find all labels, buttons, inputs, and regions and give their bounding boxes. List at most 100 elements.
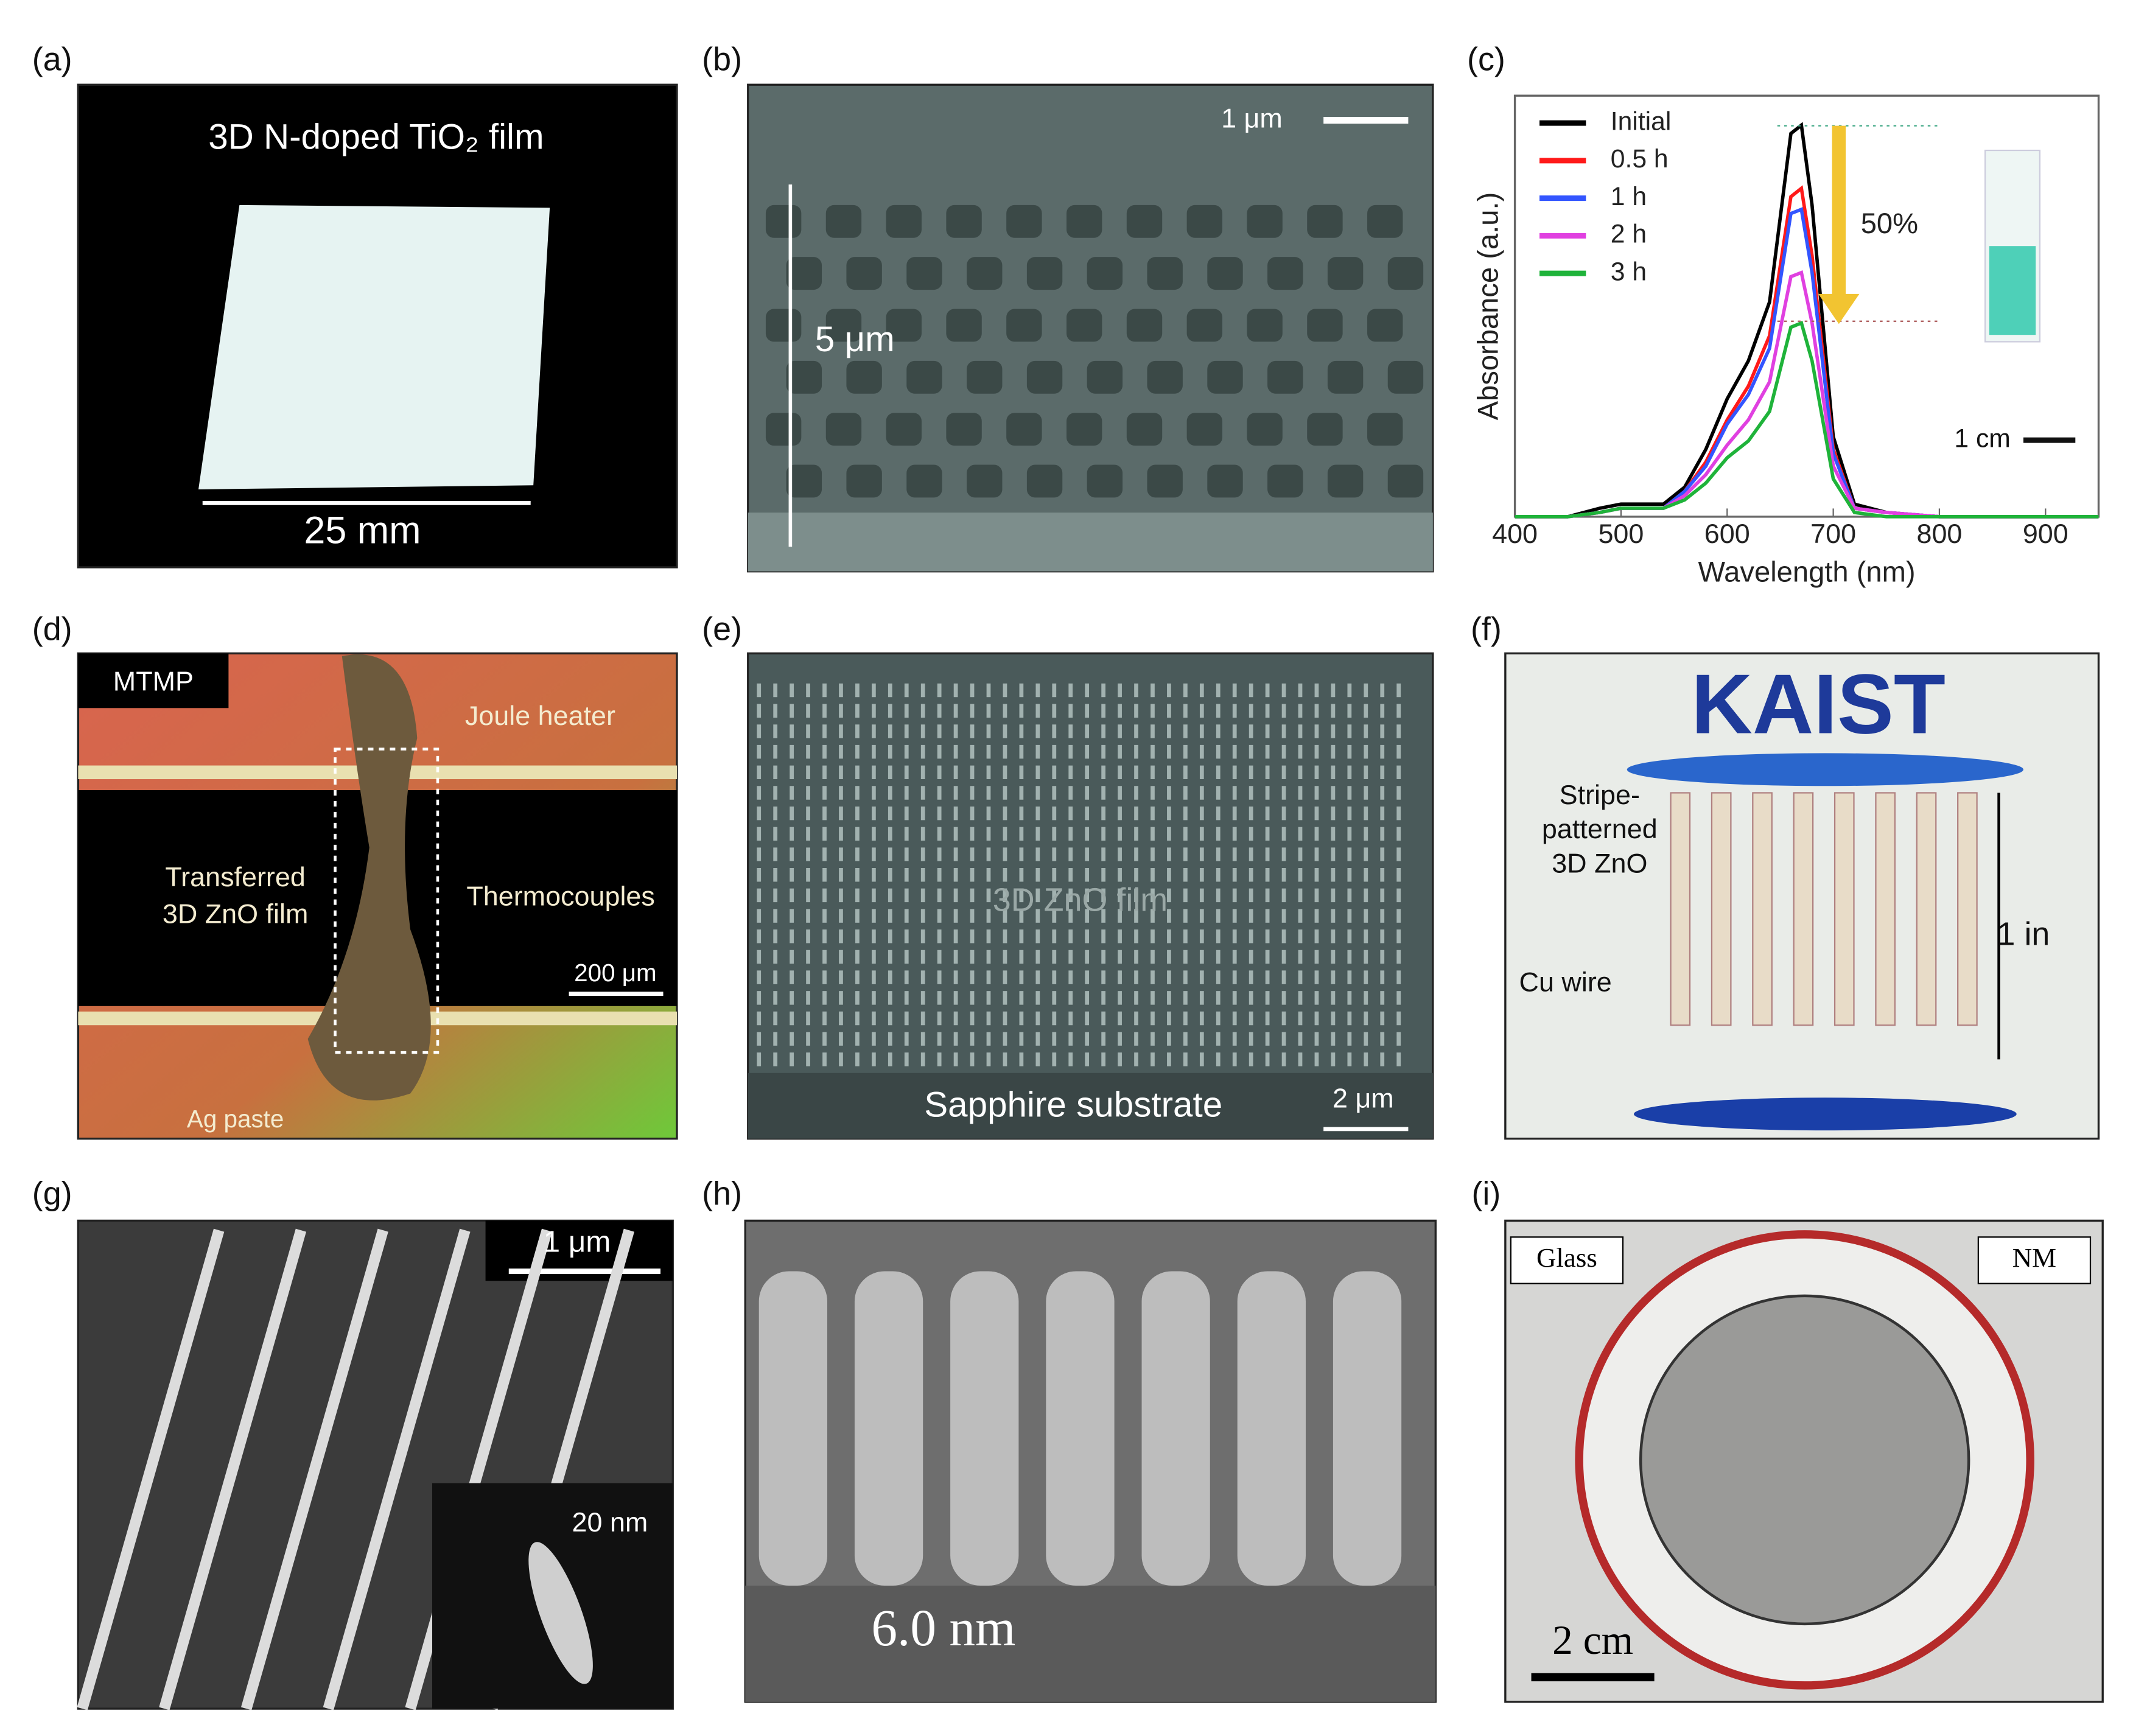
decoration <box>1367 309 1403 342</box>
panel-text: Joule heater <box>465 700 615 731</box>
decoration <box>1186 205 1223 238</box>
annotation: 1 cm <box>1954 424 2010 453</box>
panel-label: (i) <box>1471 1175 1501 1212</box>
decoration <box>1327 360 1364 394</box>
decoration <box>967 257 1003 290</box>
decoration <box>1186 413 1223 446</box>
decoration <box>758 1271 828 1586</box>
panel-text: 1 μm <box>544 1225 611 1259</box>
panel-text: Ag paste <box>187 1105 284 1133</box>
decoration <box>1387 464 1424 498</box>
decoration <box>946 309 982 342</box>
panel-text: 6.0 nm <box>871 1600 1015 1657</box>
panel-text: Glass <box>1536 1242 1597 1273</box>
decoration <box>1327 464 1364 498</box>
panel-text: NM <box>2012 1242 2056 1273</box>
decoration <box>1267 257 1303 290</box>
decoration <box>307 654 431 1101</box>
decoration <box>1147 464 1183 498</box>
decoration <box>1087 464 1123 498</box>
panel-text: patterned <box>1542 813 1658 844</box>
x-tick-label: 800 <box>1916 518 1962 549</box>
decoration <box>886 205 922 238</box>
decoration <box>1006 205 1042 238</box>
decoration <box>886 309 922 342</box>
decoration <box>1957 792 1978 1026</box>
decoration <box>1147 360 1183 394</box>
panel-label: (d) <box>32 611 72 648</box>
decoration <box>1307 205 1343 238</box>
decoration <box>825 205 862 238</box>
legend-label: 0.5 h <box>1611 144 1669 173</box>
decoration <box>748 513 1433 572</box>
decoration <box>1186 309 1223 342</box>
decoration <box>1207 360 1243 394</box>
decoration <box>1026 360 1063 394</box>
decoration <box>1307 309 1343 342</box>
panel-text: 1 in <box>1997 916 2050 953</box>
panel-text: Stripe- <box>1560 779 1640 810</box>
panel-text: Transferred <box>165 861 305 892</box>
decoration <box>1207 257 1243 290</box>
panel-text: 5 μm <box>815 320 895 359</box>
decoration <box>1916 792 1937 1026</box>
decoration <box>1752 792 1773 1026</box>
decoration <box>78 653 229 709</box>
decoration <box>1387 360 1424 394</box>
decoration <box>1977 1236 2092 1284</box>
decoration <box>1367 413 1403 446</box>
annotation: 50% <box>1861 207 1918 239</box>
legend-label: Initial <box>1611 107 1672 136</box>
panel-text: MTMP <box>113 666 194 697</box>
decoration <box>334 747 440 1054</box>
panel-label: (h) <box>702 1175 742 1212</box>
vial-liquid <box>1989 246 2036 335</box>
decoration <box>967 464 1003 498</box>
decoration <box>1237 1271 1306 1586</box>
panel-label: (a) <box>32 41 72 77</box>
decoration <box>1247 309 1283 342</box>
x-tick-label: 500 <box>1598 518 1644 549</box>
x-tick-label: 700 <box>1810 518 1856 549</box>
decoration <box>906 257 942 290</box>
decoration <box>1006 309 1042 342</box>
x-tick-label: 400 <box>1492 518 1538 549</box>
decoration <box>1367 205 1403 238</box>
panel-label: (g) <box>32 1175 72 1212</box>
decoration <box>1026 257 1063 290</box>
decoration <box>906 464 942 498</box>
panel-text: 200 μm <box>574 959 657 987</box>
decoration <box>1711 792 1732 1026</box>
decoration <box>967 360 1003 394</box>
decoration <box>1087 360 1123 394</box>
panel-text: 1 μm <box>1221 102 1283 133</box>
decoration <box>946 205 982 238</box>
decoration <box>1126 309 1163 342</box>
decoration <box>786 360 822 394</box>
panel-text: 3D N-doped TiO₂ film <box>208 117 544 156</box>
x-tick-label: 900 <box>2023 518 2068 549</box>
arrow <box>1818 125 1860 324</box>
x-tick-label: 600 <box>1704 518 1750 549</box>
series-line <box>1515 320 2099 519</box>
decoration <box>1247 413 1283 446</box>
decoration <box>950 1271 1019 1586</box>
decoration <box>745 1585 1436 1702</box>
panel-text: Cu wire <box>1519 967 1612 998</box>
decoration <box>1006 413 1042 446</box>
panel-text: 2 μm <box>1333 1083 1394 1114</box>
decoration <box>748 1073 1433 1139</box>
decoration <box>198 205 550 489</box>
decoration <box>886 413 922 446</box>
decoration <box>1639 1294 1970 1626</box>
decoration <box>1333 1271 1402 1586</box>
decoration <box>1307 413 1343 446</box>
decoration <box>825 413 862 446</box>
x-axis-label: Wavelength (nm) <box>1698 556 1915 588</box>
decoration <box>1066 205 1102 238</box>
panel-text: Thermocouples <box>466 880 655 911</box>
decoration <box>159 1228 307 1710</box>
decoration <box>765 309 802 342</box>
